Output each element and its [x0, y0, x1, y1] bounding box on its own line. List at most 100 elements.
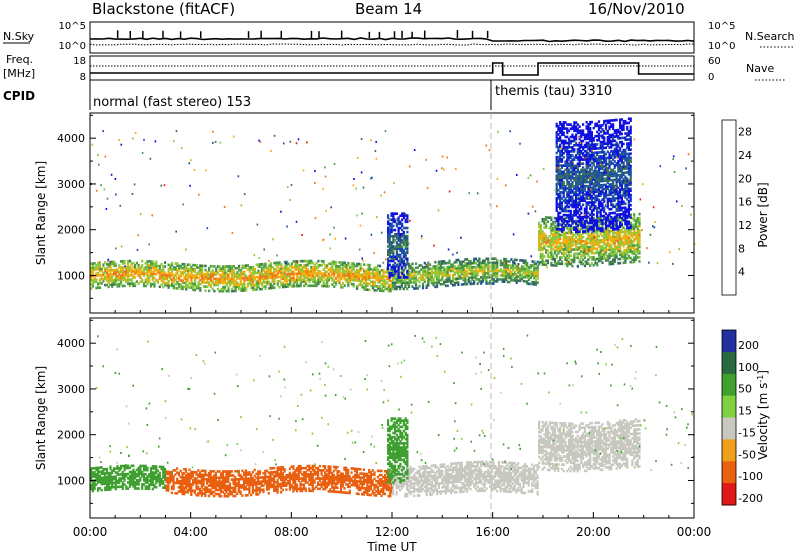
echo-cell [624, 210, 627, 214]
echo-cell [596, 180, 599, 183]
echo-cell [176, 276, 179, 280]
echo-cell [601, 177, 604, 181]
echo-cell [592, 247, 595, 251]
echo-cell [299, 282, 302, 286]
echo-cell [418, 284, 421, 288]
echo-cell [590, 239, 593, 243]
echo-cell [615, 118, 618, 122]
echo-cell [375, 272, 378, 276]
echo-cell [560, 207, 564, 211]
echo-cell [98, 278, 101, 281]
echo-cell [638, 231, 641, 234]
echo-cell [148, 260, 151, 263]
echo-cell [444, 278, 448, 281]
echo-cell [329, 276, 332, 280]
echo-cell [538, 242, 541, 245]
echo-cell [499, 263, 502, 267]
echo-cell [402, 226, 405, 230]
echo-cell [401, 239, 404, 242]
echo-cell [407, 268, 411, 272]
echo-cell [407, 273, 411, 276]
echo-cell [585, 250, 588, 253]
echo-cell [573, 166, 576, 170]
echo-cell [620, 126, 623, 129]
echo-cell [631, 244, 634, 247]
echo-cell [627, 131, 630, 135]
echo-cell [397, 230, 400, 234]
echo-cell [121, 260, 124, 263]
echo-cell [227, 269, 230, 272]
echo-cell [590, 182, 593, 186]
echo-cell [594, 147, 597, 150]
echo-cell [192, 288, 195, 292]
echo-cell [627, 138, 630, 141]
echo-cell [624, 165, 627, 168]
echo-cell [619, 257, 622, 261]
echo-cell [610, 125, 613, 128]
echo-cell [227, 275, 230, 279]
echo-cell [622, 230, 625, 234]
echo-cell [236, 277, 239, 280]
echo-cell [559, 172, 562, 175]
echo-cell [301, 270, 304, 273]
echo-cell [587, 131, 590, 134]
echo-cell [631, 217, 634, 220]
echo-cell [393, 285, 396, 289]
echo-cell [576, 181, 579, 184]
echo-cell [592, 237, 595, 240]
echo-cell [304, 270, 308, 273]
echo-cell [582, 218, 585, 221]
echo-cell [387, 265, 390, 269]
echo-cell [615, 135, 618, 138]
echo-cell [352, 272, 355, 276]
echo-cell [610, 226, 613, 229]
echo-cell [245, 274, 248, 278]
echo-cell [390, 255, 393, 259]
echo-cell [597, 194, 601, 197]
echo-cell [620, 157, 623, 160]
echo-cell [90, 266, 93, 270]
echo-cell [443, 262, 446, 265]
echo-cell [206, 275, 209, 278]
echo-cell [585, 156, 588, 159]
echo-cell [474, 267, 477, 271]
echo-cell [604, 236, 608, 239]
echo-cell [585, 191, 588, 194]
echo-cell [178, 285, 181, 288]
echo-cell [280, 281, 283, 285]
echo-cell [402, 255, 405, 259]
echo-cell [97, 265, 100, 269]
echo-cell [608, 121, 611, 124]
echo-cell [494, 267, 497, 271]
echo-cell [503, 272, 506, 275]
echo-cell [458, 277, 462, 280]
echo-cell [590, 194, 593, 198]
echo-cell [636, 229, 639, 232]
echo-cell [576, 209, 579, 213]
echo-cell [603, 216, 606, 219]
echo-cell [259, 271, 262, 274]
echo-cell [503, 263, 506, 267]
echo-cell [211, 281, 214, 285]
echo-cell [116, 282, 119, 286]
echo-cell [485, 257, 488, 261]
echo-cell [617, 247, 620, 251]
echo-cell [550, 216, 553, 220]
echo-cell [546, 238, 549, 242]
echo-cell [589, 133, 592, 136]
echo-cell [566, 203, 569, 207]
echo-cell [149, 270, 153, 274]
echo-cell [257, 269, 260, 273]
echo-cell [541, 219, 544, 223]
echo-cell [343, 271, 346, 275]
echo-cell [322, 280, 325, 284]
echo-cell [583, 256, 586, 259]
echo-cell [148, 278, 151, 282]
echo-cell [508, 264, 511, 267]
echo-cell [395, 247, 398, 250]
echo-cell [394, 245, 397, 248]
echo-cell [592, 176, 595, 179]
echo-cell [527, 276, 531, 279]
echo-cell [527, 272, 531, 275]
echo-cell [105, 267, 109, 270]
